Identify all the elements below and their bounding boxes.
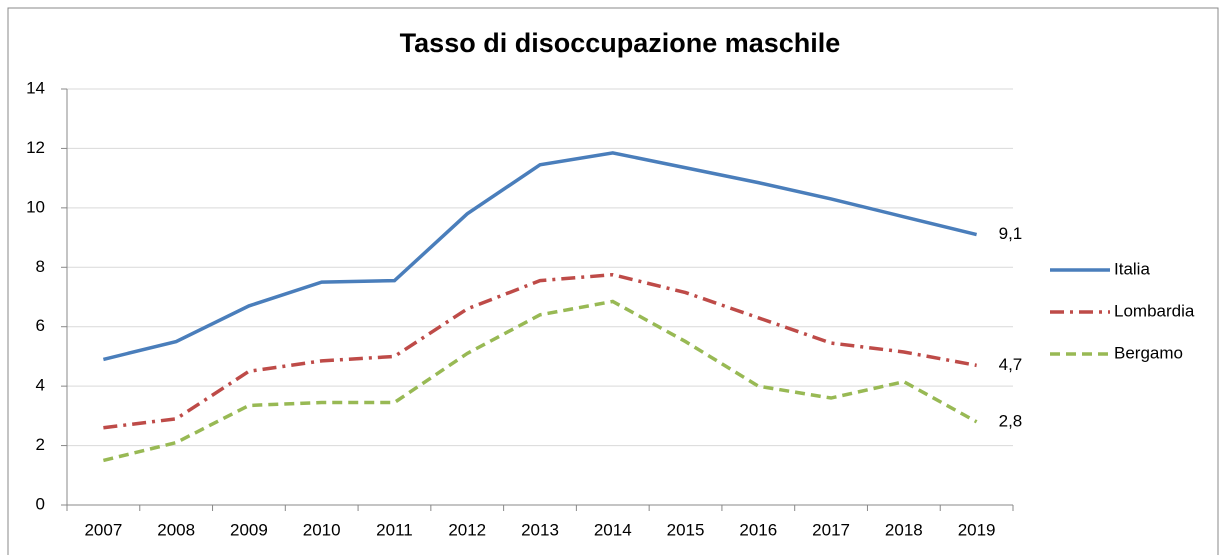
x-tick-label: 2012	[448, 520, 486, 539]
y-tick-label: 14	[26, 78, 45, 97]
x-tick-label: 2014	[594, 520, 632, 539]
x-tick-label: 2016	[739, 520, 777, 539]
series-line	[103, 272, 977, 430]
chart-border	[7, 7, 1219, 560]
y-tick-label: 4	[36, 376, 45, 395]
y-tick-label: 6	[36, 316, 45, 335]
data-label: 9,1	[999, 224, 1023, 243]
data-label: 2,8	[999, 411, 1023, 430]
x-tick-label: 2017	[812, 520, 850, 539]
data-label: 4,7	[999, 355, 1023, 374]
y-tick-label: 12	[26, 138, 45, 157]
series-line	[102, 151, 978, 362]
x-tick-label: 2009	[230, 520, 268, 539]
x-tick-label: 2011	[376, 520, 413, 539]
series-line	[102, 299, 978, 463]
legend-label: Lombardia	[1114, 301, 1195, 320]
y-tick-label: 10	[26, 197, 45, 216]
x-tick-label: 2008	[157, 520, 195, 539]
x-tick-label: 2013	[521, 520, 559, 539]
y-tick-label: 8	[36, 257, 45, 276]
x-tick-label: 2018	[885, 520, 923, 539]
y-tick-label: 0	[36, 494, 45, 513]
y-tick-label: 2	[36, 435, 45, 454]
x-tick-label: 2007	[84, 520, 122, 539]
x-tick-label: 2010	[303, 520, 341, 539]
legend-label: Italia	[1114, 259, 1150, 278]
legend-label: Bergamo	[1114, 343, 1183, 362]
chart-title: Tasso di disoccupazione maschile	[400, 28, 841, 58]
x-tick-label: 2019	[958, 520, 996, 539]
x-tick-label: 2015	[667, 520, 705, 539]
